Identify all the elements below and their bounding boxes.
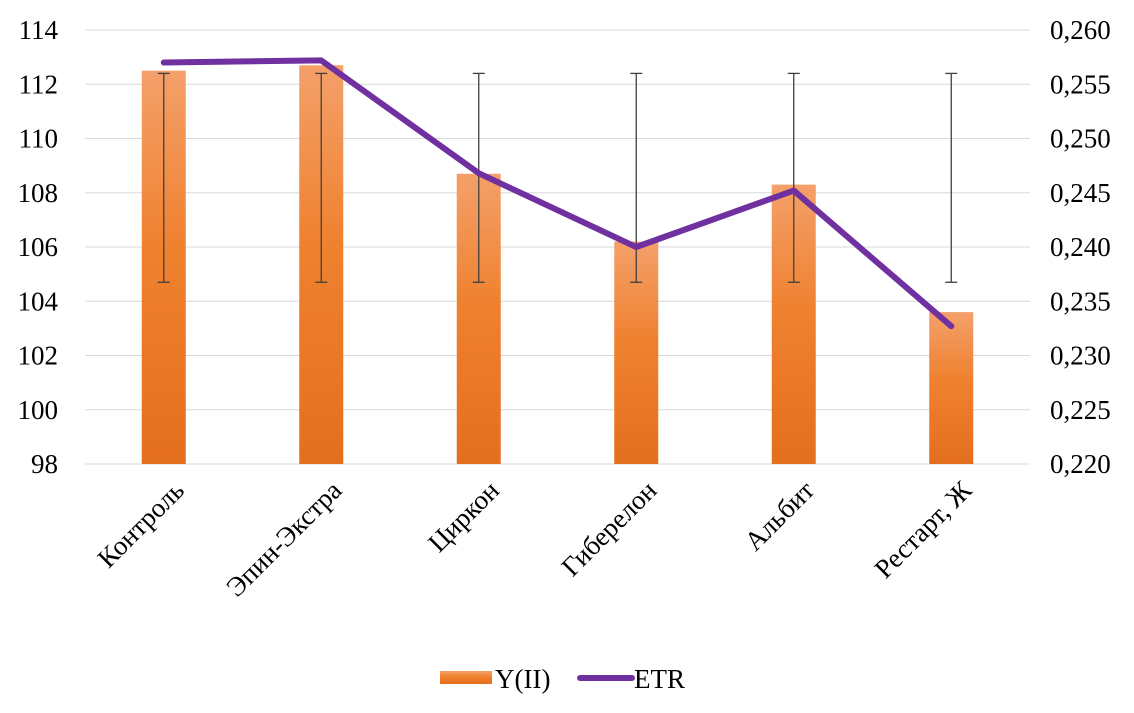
category-label: Контроль [92, 475, 190, 573]
legend-label-line: ETR [634, 664, 685, 694]
left-tick-label: 110 [19, 124, 59, 154]
right-tick-label: 0,240 [1050, 232, 1111, 262]
category-label: Гиберелон [555, 475, 662, 582]
bar-series [141, 65, 974, 465]
etr-line [160, 57, 955, 330]
right-tick-label: 0,230 [1050, 341, 1111, 371]
right-tick-label: 0,245 [1050, 178, 1111, 208]
line-series [160, 57, 955, 330]
right-tick-label: 0,220 [1050, 449, 1111, 479]
category-label: Рестарт, Ж [869, 474, 978, 583]
left-tick-label: 114 [19, 15, 59, 45]
bar [929, 312, 974, 464]
gridlines [85, 29, 1030, 465]
left-tick-label: 104 [18, 286, 59, 316]
right-tick-label: 0,235 [1050, 286, 1111, 316]
left-tick-label: 106 [18, 232, 59, 262]
left-tick-label: 102 [18, 341, 59, 371]
legend: Y(II) ETR [440, 664, 685, 694]
category-labels: Контроль Эпин-Экстра Циркон Гиберелон Альбит… [92, 474, 978, 602]
category-label: Эпин-Экстра [220, 475, 347, 602]
left-tick-label: 112 [19, 69, 59, 99]
right-tick-label: 0,225 [1050, 395, 1111, 425]
legend-swatch-bar [440, 671, 492, 684]
category-label: Альбит [738, 475, 820, 557]
left-axis-ticks: 98 100 102 104 106 108 110 112 114 [18, 15, 59, 479]
right-tick-label: 0,250 [1050, 124, 1111, 154]
right-tick-label: 0,255 [1050, 69, 1111, 99]
left-tick-label: 98 [31, 449, 58, 479]
error-bars [157, 72, 958, 283]
right-axis-ticks: 0,220 0,225 0,230 0,235 0,240 0,245 0,250 0,255… [1050, 15, 1111, 479]
right-tick-label: 0,260 [1050, 15, 1111, 45]
category-label: Циркон [422, 475, 505, 558]
legend-label-bar: Y(II) [495, 664, 550, 694]
left-tick-label: 108 [18, 178, 59, 208]
left-tick-label: 100 [18, 395, 59, 425]
